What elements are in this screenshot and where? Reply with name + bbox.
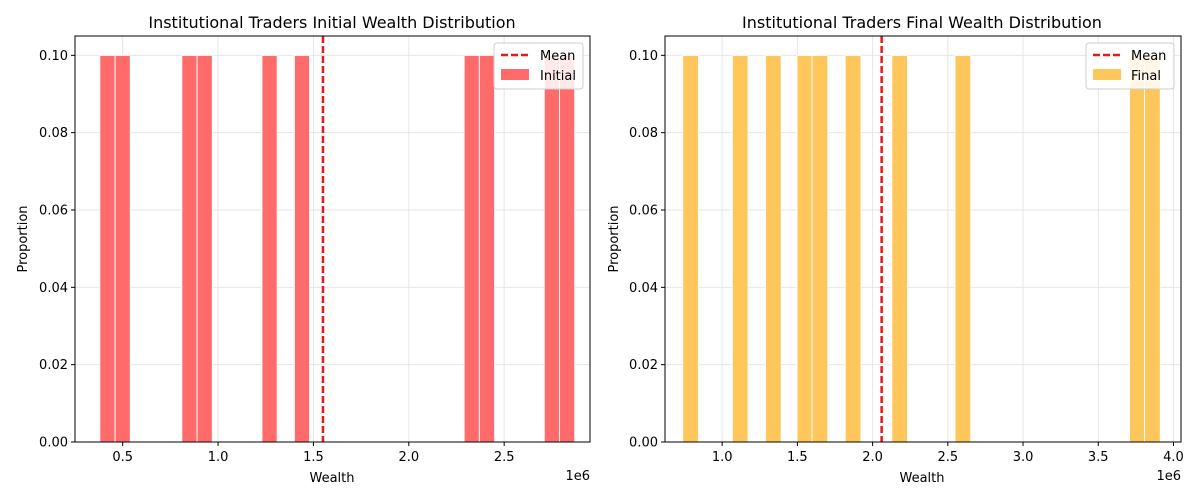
histogram-bar <box>731 54 749 443</box>
legend-mean-label: Mean <box>540 49 575 64</box>
histogram-bar <box>954 54 972 443</box>
x-tick-label: 3.5 <box>1088 450 1109 465</box>
chart-panel-final: Institutional Traders Final Wealth Distr… <box>607 13 1184 486</box>
histogram-bar <box>99 54 116 443</box>
histogram-bar <box>796 54 814 443</box>
histogram-bar <box>682 54 699 443</box>
x-offset-label: 1e6 <box>1156 469 1181 484</box>
x-tick-label: 1.0 <box>712 450 733 465</box>
histogram-bar <box>114 54 131 443</box>
y-ticks: 0.00 0.02 0.04 0.06 0.08 0.10 <box>629 49 665 451</box>
x-ticks: 0.5 1.0 1.5 2.0 2.5 <box>112 442 515 465</box>
y-axis-label: Proportion <box>607 205 622 272</box>
x-tick-label: 2.5 <box>937 450 958 465</box>
y-axis-label: Proportion <box>16 205 31 272</box>
legend: Mean Final <box>1085 42 1175 90</box>
y-tick-label: 0.06 <box>629 204 658 219</box>
histogram-bar <box>478 54 496 443</box>
histogram-bar <box>181 54 198 443</box>
x-tick-label: 0.5 <box>112 450 133 465</box>
x-axis-label: Wealth <box>309 471 354 486</box>
y-tick-label: 0.10 <box>39 49 68 64</box>
legend: Mean Initial <box>493 42 584 90</box>
y-tick-label: 0.02 <box>39 358 68 373</box>
y-tick-label: 0.04 <box>39 281 68 296</box>
histogram-bar <box>543 54 560 443</box>
x-tick-label: 2.0 <box>398 450 419 465</box>
histogram-bar <box>293 54 311 443</box>
x-tick-label: 4.0 <box>1163 450 1184 465</box>
x-tick-label: 1.5 <box>303 450 324 465</box>
y-tick-label: 0.06 <box>39 204 68 219</box>
plot-frame <box>74 35 591 443</box>
histogram-bar <box>558 54 576 443</box>
chart-title: Institutional Traders Initial Wealth Dis… <box>148 13 515 32</box>
x-tick-label: 1.0 <box>208 450 229 465</box>
legend-series-label: Initial <box>540 69 576 84</box>
x-tick-label: 3.0 <box>1013 450 1034 465</box>
y-tick-label: 0.10 <box>629 49 658 64</box>
histogram-bar <box>196 54 213 443</box>
legend-mean-label: Mean <box>1131 49 1166 64</box>
histogram-bar <box>261 54 278 443</box>
histogram-bar <box>1128 54 1146 443</box>
y-ticks: 0.00 0.02 0.04 0.06 0.08 0.10 <box>39 49 75 451</box>
chart-title: Institutional Traders Final Wealth Distr… <box>742 13 1102 32</box>
histogram-bar <box>811 54 829 443</box>
histogram-bar <box>1144 54 1161 443</box>
histogram-bar <box>891 54 909 443</box>
bars <box>682 54 1161 443</box>
y-tick-label: 0.00 <box>629 436 658 451</box>
legend-series-label: Final <box>1131 69 1161 84</box>
y-tick-label: 0.02 <box>629 358 658 373</box>
histogram-bar <box>844 54 862 443</box>
x-tick-label: 1.5 <box>787 450 808 465</box>
y-tick-label: 0.04 <box>629 281 658 296</box>
x-offset-label: 1e6 <box>565 469 590 484</box>
x-tick-label: 2.5 <box>494 450 515 465</box>
x-tick-label: 2.0 <box>862 450 883 465</box>
histogram-bar <box>463 54 480 443</box>
y-tick-label: 0.00 <box>39 436 68 451</box>
chart-panel-initial: Institutional Traders Initial Wealth Dis… <box>16 13 591 486</box>
legend-series-swatch <box>1093 69 1121 80</box>
x-axis-label: Wealth <box>899 471 944 486</box>
y-tick-label: 0.08 <box>629 126 658 141</box>
legend-series-swatch <box>501 69 529 80</box>
plot-frame <box>664 35 1182 443</box>
histogram-bar <box>764 54 782 443</box>
x-ticks: 1.0 1.5 2.0 2.5 3.0 3.5 4.0 <box>712 442 1184 465</box>
y-tick-label: 0.08 <box>39 126 68 141</box>
